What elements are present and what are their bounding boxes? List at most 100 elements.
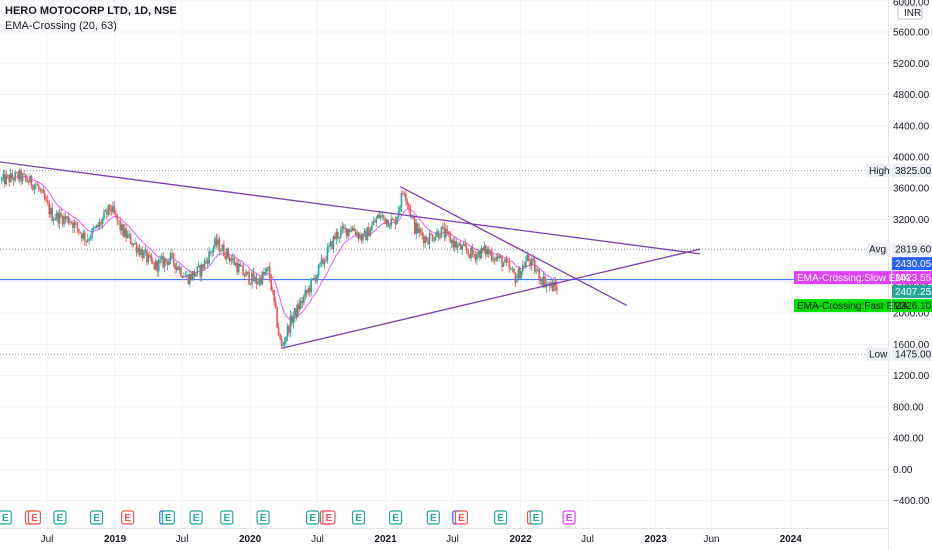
candle-body[interactable] — [94, 227, 96, 229]
candle-body[interactable] — [115, 213, 117, 215]
candle-body[interactable] — [399, 207, 401, 212]
candle-body[interactable] — [462, 243, 465, 246]
candle-body[interactable] — [54, 218, 56, 220]
candle-body[interactable] — [231, 258, 234, 260]
candle-body[interactable] — [421, 231, 423, 236]
candle-body[interactable] — [48, 203, 51, 215]
earnings-event-icon[interactable] — [494, 510, 508, 525]
candle-body[interactable] — [507, 261, 509, 263]
candle-body[interactable] — [88, 239, 90, 241]
candle-body[interactable] — [301, 300, 304, 303]
candle-body[interactable] — [305, 290, 308, 293]
candle-body[interactable] — [255, 276, 258, 285]
candle-body[interactable] — [541, 280, 543, 286]
candle-body[interactable] — [32, 185, 34, 190]
candle-body[interactable] — [381, 215, 384, 216]
candle-body[interactable] — [317, 264, 320, 275]
candle-body[interactable] — [239, 263, 241, 267]
candle-body[interactable] — [356, 232, 358, 236]
candle-body[interactable] — [106, 210, 108, 215]
candle-body[interactable] — [51, 207, 53, 222]
candle-body[interactable] — [103, 212, 105, 219]
candle-body[interactable] — [323, 260, 326, 265]
trend-line[interactable] — [0, 161, 701, 255]
candle-body[interactable] — [95, 224, 98, 228]
candle-body[interactable] — [464, 243, 466, 247]
candle-body[interactable] — [160, 256, 163, 260]
candle-body[interactable] — [212, 247, 215, 253]
candle-body[interactable] — [363, 231, 366, 234]
earnings-event-icon[interactable] — [388, 510, 403, 525]
candle-body[interactable] — [339, 229, 342, 238]
candle-body[interactable] — [523, 265, 526, 268]
candle-body[interactable] — [522, 265, 524, 271]
candle-body[interactable] — [393, 220, 395, 221]
candle-body[interactable] — [483, 245, 486, 251]
currency-badge[interactable] — [897, 5, 923, 20]
candle-body[interactable] — [442, 226, 444, 228]
candle-body[interactable] — [298, 303, 301, 309]
candle-body[interactable] — [152, 261, 154, 263]
candle-body[interactable] — [320, 258, 323, 263]
candle-body[interactable] — [279, 334, 281, 339]
candle-body[interactable] — [348, 229, 351, 232]
candle-body[interactable] — [461, 245, 463, 250]
candle-body[interactable] — [141, 249, 144, 259]
candle-body[interactable] — [234, 263, 237, 266]
candle-body[interactable] — [69, 221, 71, 223]
candle-body[interactable] — [36, 184, 39, 186]
candle-body[interactable] — [530, 258, 533, 266]
candle-body[interactable] — [218, 239, 221, 252]
candle-body[interactable] — [300, 300, 302, 309]
candle-body[interactable] — [430, 233, 432, 235]
candle-body[interactable] — [263, 272, 265, 275]
candle-body[interactable] — [15, 172, 18, 174]
candle-body[interactable] — [542, 276, 545, 286]
candle-body[interactable] — [467, 250, 469, 254]
candle-body[interactable] — [365, 231, 367, 241]
candle-body[interactable] — [224, 255, 227, 259]
candle-body[interactable] — [237, 263, 240, 273]
candle-body[interactable] — [110, 210, 113, 213]
candle-body[interactable] — [276, 307, 278, 328]
candle-body[interactable] — [289, 315, 292, 333]
candle-body[interactable] — [137, 248, 139, 253]
candle-body[interactable] — [476, 254, 478, 260]
candle-body[interactable] — [101, 218, 104, 225]
candle-body[interactable] — [6, 175, 9, 176]
candle-body[interactable] — [144, 250, 147, 252]
candle-body[interactable] — [82, 232, 85, 239]
candle-body[interactable] — [437, 231, 440, 239]
candle-body[interactable] — [83, 232, 86, 241]
candle-body[interactable] — [297, 303, 299, 317]
candle-body[interactable] — [342, 226, 345, 229]
candle-body[interactable] — [209, 251, 212, 253]
earnings-event-icon[interactable] — [306, 510, 320, 525]
candle-body[interactable] — [104, 210, 107, 213]
candle-body[interactable] — [257, 283, 259, 285]
candle-body[interactable] — [122, 224, 125, 237]
candle-body[interactable] — [445, 229, 447, 238]
candle-body[interactable] — [406, 201, 409, 205]
candle-body[interactable] — [325, 260, 327, 262]
candle-body[interactable] — [178, 267, 181, 271]
candle-body[interactable] — [17, 172, 19, 180]
candle-body[interactable] — [112, 205, 114, 213]
candle-body[interactable] — [245, 271, 247, 277]
candle-body[interactable] — [402, 193, 404, 194]
candle-body[interactable] — [412, 215, 415, 219]
candle-body[interactable] — [288, 326, 290, 333]
candle-body[interactable] — [391, 218, 394, 221]
earnings-event-icon[interactable] — [351, 510, 366, 525]
earnings-event-icon[interactable] — [89, 510, 104, 525]
candle-body[interactable] — [184, 276, 187, 277]
candle-body[interactable] — [360, 234, 363, 241]
earnings-event-icon[interactable] — [322, 510, 336, 525]
candle-body[interactable] — [283, 342, 286, 344]
candle-body[interactable] — [338, 237, 341, 238]
candle-body[interactable] — [322, 258, 324, 265]
candle-body[interactable] — [474, 254, 477, 260]
candle-body[interactable] — [277, 327, 280, 335]
candle-body[interactable] — [345, 228, 348, 237]
